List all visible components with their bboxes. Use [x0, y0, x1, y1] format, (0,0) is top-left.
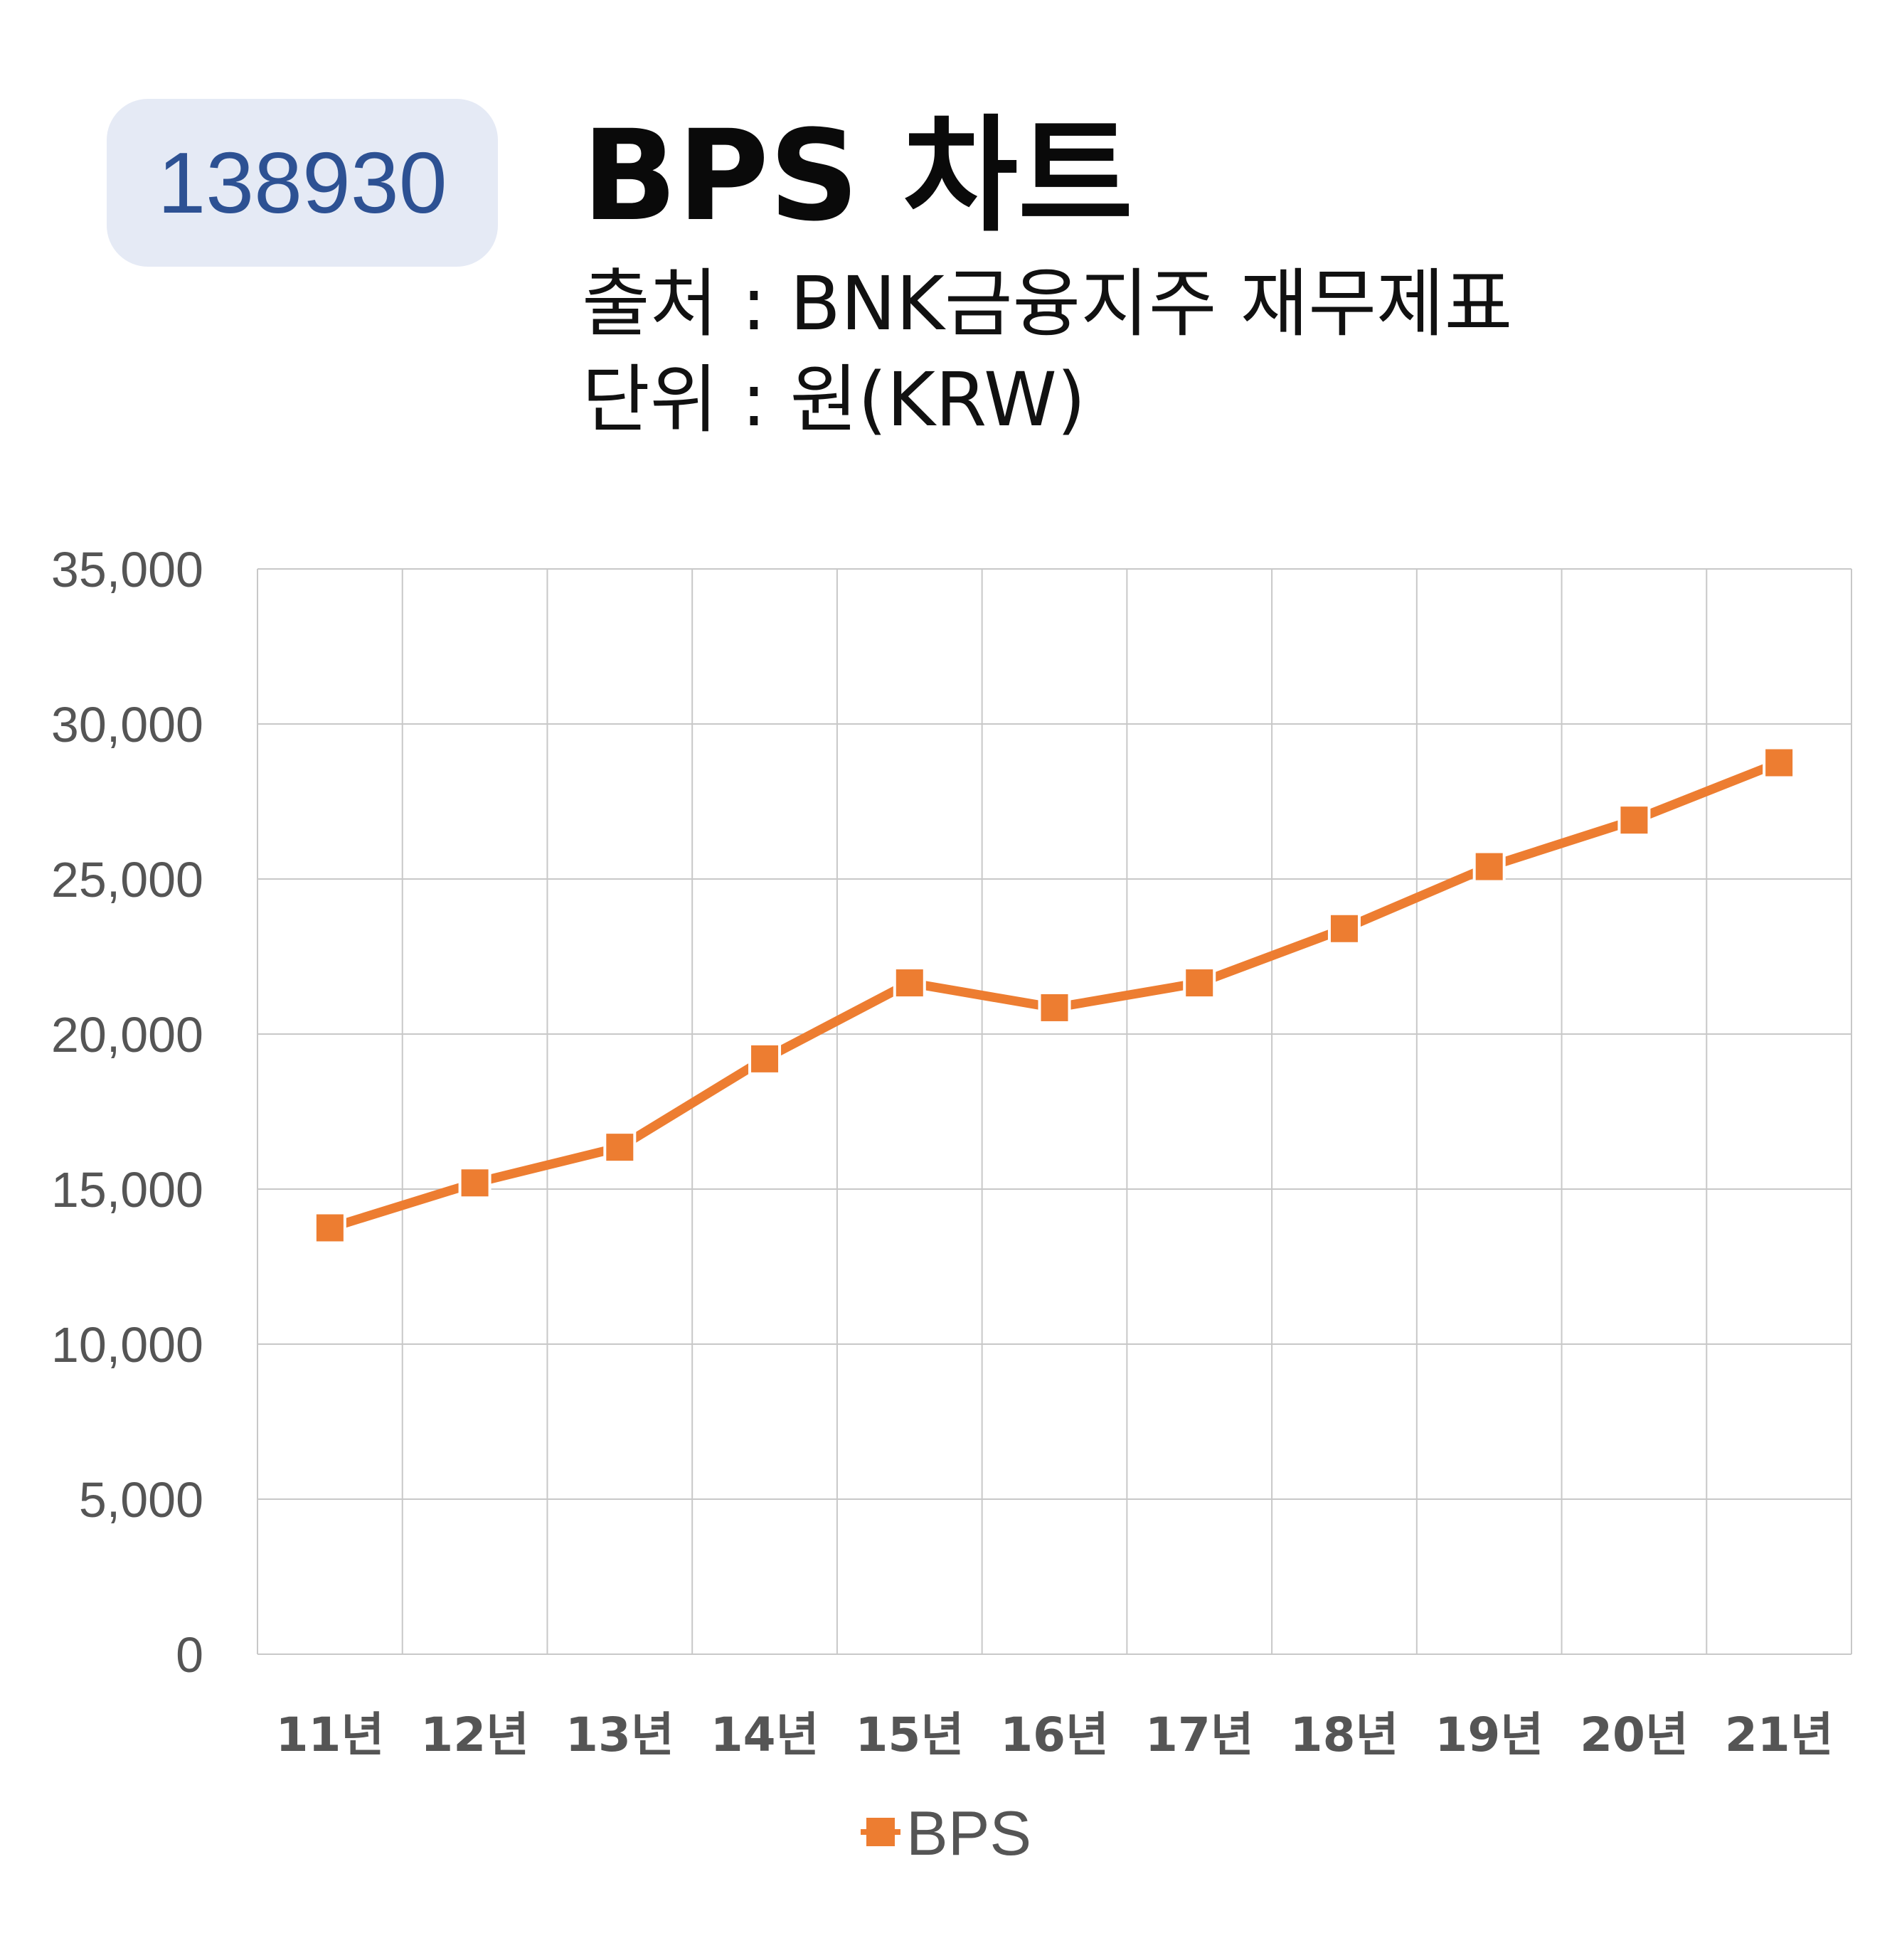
data-point-marker	[603, 1131, 637, 1164]
y-tick-label: 25,000	[51, 852, 203, 907]
x-axis-ticks: 11년 12년 13년 14년 15년 16년 17년 18년 19년 20년 21년	[276, 1708, 1834, 1762]
legend-label: BPS	[906, 1798, 1031, 1868]
y-tick-label: 15,000	[51, 1162, 203, 1218]
x-tick-label: 20년	[1580, 1708, 1689, 1762]
x-tick-label: 21년	[1725, 1708, 1834, 1762]
legend-marker	[866, 1818, 895, 1846]
data-point-marker	[1472, 850, 1506, 883]
x-tick-label: 11년	[276, 1708, 385, 1762]
y-tick-label: 5,000	[79, 1472, 203, 1528]
y-tick-label: 35,000	[51, 542, 203, 597]
data-point-marker	[1617, 804, 1651, 837]
unit-note: 단위 : 원(KRW)	[582, 356, 1086, 443]
data-point-marker	[748, 1042, 782, 1075]
x-tick-label: 13년	[565, 1708, 674, 1762]
legend: BPS	[861, 1798, 1031, 1868]
y-tick-label: 20,000	[51, 1007, 203, 1062]
x-tick-label: 12년	[420, 1708, 529, 1762]
x-tick-label: 17년	[1145, 1708, 1254, 1762]
data-point-marker	[458, 1166, 491, 1200]
x-tick-label: 16년	[1000, 1708, 1109, 1762]
data-point-marker	[1327, 912, 1361, 945]
x-tick-label: 14년	[711, 1708, 819, 1762]
stock-code-badge: 138930	[107, 99, 498, 267]
data-point-marker	[1183, 966, 1216, 1000]
x-tick-label: 15년	[855, 1708, 964, 1762]
y-tick-label: 0	[176, 1627, 203, 1683]
y-tick-label: 10,000	[51, 1317, 203, 1373]
stock-code: 138930	[157, 134, 447, 231]
grid-lines	[257, 568, 1852, 1655]
y-tick-label: 30,000	[51, 697, 203, 752]
x-tick-label: 19년	[1435, 1708, 1543, 1762]
series-bps	[313, 746, 1796, 1245]
y-axis-ticks: 0 5,000 10,000 15,000 20,000 25,000 30,000 35,0…	[51, 542, 203, 1683]
x-tick-label: 18년	[1290, 1708, 1399, 1762]
data-point-marker	[893, 966, 926, 1000]
source-note: 출처 : BNK금융지주 재무제표	[582, 260, 1513, 347]
chart-title: BPS 차트	[582, 103, 1134, 249]
data-point-marker	[1038, 991, 1071, 1024]
data-point-marker	[313, 1211, 346, 1245]
data-point-marker	[1763, 746, 1796, 779]
